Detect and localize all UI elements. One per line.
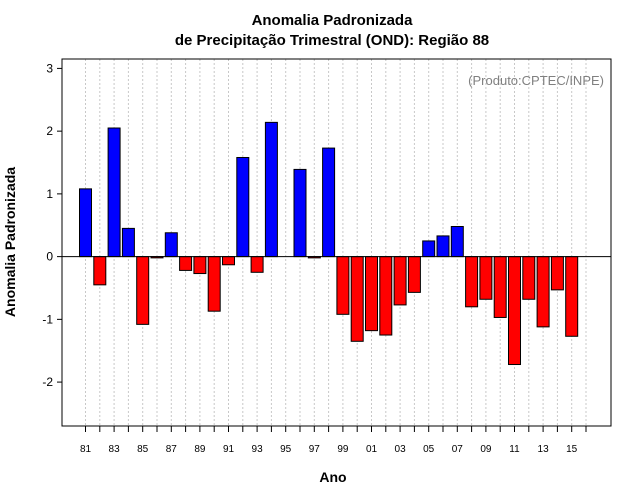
credit-annotation: (Produto:CPTEC/INPE) xyxy=(468,73,604,88)
chart-title: Anomalia Padronizada xyxy=(252,12,414,29)
x-axis-label: Ano xyxy=(319,469,346,485)
bar-2005 xyxy=(422,240,436,258)
x-tick-label: 81 xyxy=(80,444,92,455)
y-tick-label: 2 xyxy=(46,124,53,138)
bar-1981 xyxy=(79,188,92,258)
bar-1987 xyxy=(164,232,178,258)
y-tick-label: -2 xyxy=(42,375,53,389)
x-tick-label: 87 xyxy=(166,444,178,455)
y-tick-label: 3 xyxy=(46,61,53,75)
bar-1982 xyxy=(93,256,107,286)
x-tick-label: 99 xyxy=(337,444,349,455)
bar-2002 xyxy=(379,256,393,336)
x-tick-label: 13 xyxy=(538,444,550,455)
y-axis-label: Anomalia Padronizada xyxy=(2,167,18,317)
x-tick-label: 95 xyxy=(280,444,292,455)
bar-1990 xyxy=(207,256,221,312)
bars xyxy=(79,121,579,366)
y-tick-label: 0 xyxy=(46,250,53,264)
bar-2012 xyxy=(522,256,536,300)
bar-2010 xyxy=(493,256,507,318)
bar-1988 xyxy=(179,256,193,271)
grid-lines xyxy=(85,59,587,426)
bar-1992 xyxy=(236,156,250,258)
x-axis: 81 83 85 87 89 91 93 95 97 99 01 03 05 07 09 11 13 15 xyxy=(80,426,587,455)
x-tick-label: 11 xyxy=(509,444,520,455)
bar-2015 xyxy=(565,256,579,337)
x-tick-label: 83 xyxy=(109,444,121,455)
bar-1985 xyxy=(136,256,150,325)
x-tick-label: 07 xyxy=(452,444,464,455)
y-axis: -2 -1 0 1 2 3 xyxy=(42,61,62,389)
bar-1989 xyxy=(193,256,207,275)
bar-2013 xyxy=(536,256,550,328)
bar-1991 xyxy=(222,256,235,266)
y-tick-label: -1 xyxy=(42,312,53,326)
bar-2014 xyxy=(550,256,564,291)
plot-frame xyxy=(61,58,612,427)
x-tick-label: 89 xyxy=(194,444,206,455)
x-tick-label: 05 xyxy=(423,444,435,455)
bar-2008 xyxy=(465,256,479,308)
y-tick-label: 1 xyxy=(46,187,53,201)
bar-1998 xyxy=(322,147,336,258)
x-tick-label: 97 xyxy=(309,444,321,455)
x-tick-label: 09 xyxy=(480,444,492,455)
bar-1993 xyxy=(250,256,264,273)
bar-1999 xyxy=(336,256,350,315)
bar-2001 xyxy=(365,256,378,332)
x-tick-label: 03 xyxy=(395,444,407,455)
bar-1996 xyxy=(293,168,307,258)
bar-2009 xyxy=(479,256,493,300)
x-tick-label: 85 xyxy=(137,444,149,455)
x-tick-label: 91 xyxy=(223,444,235,455)
bar-2006 xyxy=(436,235,450,258)
bar-2003 xyxy=(393,256,407,306)
bar-2000 xyxy=(350,256,364,342)
bar-2004 xyxy=(407,256,421,293)
bar-2011 xyxy=(508,256,521,366)
bar-2007 xyxy=(450,226,464,258)
bar-1994 xyxy=(264,121,278,258)
chart-subtitle: de Precipitação Trimestral (OND): Região… xyxy=(175,32,489,49)
bar-1984 xyxy=(121,227,135,258)
x-tick-label: 15 xyxy=(566,444,578,455)
bar-1983 xyxy=(107,127,121,258)
x-tick-label: 93 xyxy=(252,444,264,455)
x-tick-label: 01 xyxy=(366,444,378,455)
